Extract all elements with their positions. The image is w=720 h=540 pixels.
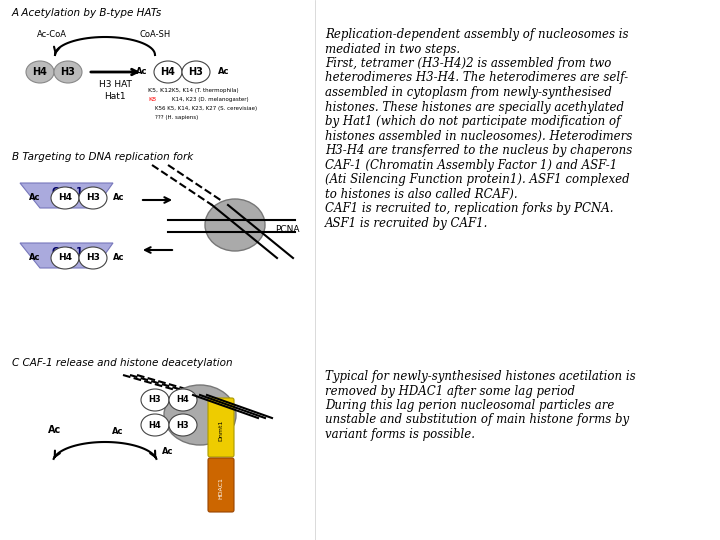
Text: CAF1 is recruited to, replication forks by PCNA.: CAF1 is recruited to, replication forks … xyxy=(325,202,613,215)
Text: H3: H3 xyxy=(60,67,76,77)
Text: CAF-1 (Chromatin Assembly Factor 1) and ASF-1: CAF-1 (Chromatin Assembly Factor 1) and … xyxy=(325,159,617,172)
Text: by Hat1 (which do not participate modification of: by Hat1 (which do not participate modifi… xyxy=(325,115,621,128)
Ellipse shape xyxy=(79,187,107,209)
Text: heterodimeres H3-H4. The heterodimeres are self-: heterodimeres H3-H4. The heterodimeres a… xyxy=(325,71,628,84)
Text: H4: H4 xyxy=(161,67,176,77)
Text: mediated in two steps.: mediated in two steps. xyxy=(325,43,460,56)
FancyBboxPatch shape xyxy=(208,458,234,512)
Text: Hat1: Hat1 xyxy=(104,92,126,101)
Text: Ac: Ac xyxy=(30,253,41,262)
Text: ??? (H. sapiens): ??? (H. sapiens) xyxy=(155,115,198,120)
Ellipse shape xyxy=(26,61,54,83)
Text: A Acetylation by B-type HATs: A Acetylation by B-type HATs xyxy=(12,8,162,18)
Text: Ac: Ac xyxy=(112,428,124,436)
Text: Ac: Ac xyxy=(48,425,62,435)
Text: H4: H4 xyxy=(32,67,48,77)
Ellipse shape xyxy=(141,414,169,436)
Text: H4: H4 xyxy=(148,421,161,429)
Text: K56 K5, K14, K23, K27 (S. cerevisiae): K56 K5, K14, K23, K27 (S. cerevisiae) xyxy=(155,106,257,111)
Text: Typical for newly-synthesised histones acetilation is: Typical for newly-synthesised histones a… xyxy=(325,370,636,383)
Text: Ac: Ac xyxy=(113,253,125,262)
Text: HDAC1: HDAC1 xyxy=(218,477,223,499)
Text: PCNA: PCNA xyxy=(275,226,300,234)
Text: histones assembled in nucleosomes). Heterodimers: histones assembled in nucleosomes). Hete… xyxy=(325,130,632,143)
Text: K5, K12: K5, K12 xyxy=(148,88,172,93)
Text: H3: H3 xyxy=(86,253,100,262)
Text: H3-H4 are transferred to the nucleus by chaperons: H3-H4 are transferred to the nucleus by … xyxy=(325,144,632,157)
Text: Ac: Ac xyxy=(162,448,174,456)
Ellipse shape xyxy=(79,247,107,269)
Text: K5, K14 (T. thermophila): K5, K14 (T. thermophila) xyxy=(172,88,238,93)
Ellipse shape xyxy=(154,61,182,83)
Text: Ac-CoA: Ac-CoA xyxy=(37,30,67,39)
Text: First, tetramer (H3-H4)2 is assembled from two: First, tetramer (H3-H4)2 is assembled fr… xyxy=(325,57,611,70)
Ellipse shape xyxy=(51,187,79,209)
Text: Replication-dependent assembly of nucleosomes is: Replication-dependent assembly of nucleo… xyxy=(325,28,629,41)
Text: assembled in cytoplasm from newly-synthesised: assembled in cytoplasm from newly-synthe… xyxy=(325,86,612,99)
Text: variant forms is possible.: variant forms is possible. xyxy=(325,428,475,441)
Text: H4: H4 xyxy=(176,395,189,404)
Text: removed by HDAC1 after some lag period: removed by HDAC1 after some lag period xyxy=(325,384,575,397)
Ellipse shape xyxy=(205,199,265,251)
Polygon shape xyxy=(20,183,113,208)
Text: Ac: Ac xyxy=(218,68,230,77)
FancyBboxPatch shape xyxy=(208,398,234,457)
Text: H3 HAT: H3 HAT xyxy=(99,80,132,89)
Text: H3: H3 xyxy=(149,395,161,404)
Text: H4: H4 xyxy=(58,253,72,262)
Ellipse shape xyxy=(54,61,82,83)
Text: CAF-1: CAF-1 xyxy=(51,247,83,257)
Text: to histones is also called RCAF).: to histones is also called RCAF). xyxy=(325,187,518,200)
Text: histones. These histones are specially acethylated: histones. These histones are specially a… xyxy=(325,100,624,113)
Text: CoA-SH: CoA-SH xyxy=(140,30,171,39)
Text: CAF-1: CAF-1 xyxy=(51,187,83,197)
Text: During this lag perion nucleosomal particles are: During this lag perion nucleosomal parti… xyxy=(325,399,614,412)
Ellipse shape xyxy=(51,247,79,269)
Text: Ac: Ac xyxy=(113,193,125,202)
Ellipse shape xyxy=(182,61,210,83)
Text: Ac: Ac xyxy=(135,68,147,77)
Text: unstable and substitution of main histone forms by: unstable and substitution of main histon… xyxy=(325,414,629,427)
Ellipse shape xyxy=(169,389,197,411)
Text: K14, K23 (D. melanogaster): K14, K23 (D. melanogaster) xyxy=(172,97,248,102)
Text: H3: H3 xyxy=(189,67,204,77)
Ellipse shape xyxy=(169,414,197,436)
Ellipse shape xyxy=(164,385,236,445)
Text: (Ati Silencing Function protein1). ASF1 complexed: (Ati Silencing Function protein1). ASF1 … xyxy=(325,173,629,186)
Text: Ac: Ac xyxy=(30,193,41,202)
Text: K8: K8 xyxy=(148,97,156,102)
Text: H3: H3 xyxy=(86,193,100,202)
Text: H4: H4 xyxy=(58,193,72,202)
Text: ASF1 is recruited by CAF1.: ASF1 is recruited by CAF1. xyxy=(325,217,488,230)
Text: H3: H3 xyxy=(176,421,189,429)
Polygon shape xyxy=(20,243,113,268)
Text: Dnmt1: Dnmt1 xyxy=(218,420,223,441)
Text: B Targeting to DNA replication fork: B Targeting to DNA replication fork xyxy=(12,152,193,162)
Ellipse shape xyxy=(141,389,169,411)
Text: C CAF-1 release and histone deacetylation: C CAF-1 release and histone deacetylatio… xyxy=(12,358,233,368)
